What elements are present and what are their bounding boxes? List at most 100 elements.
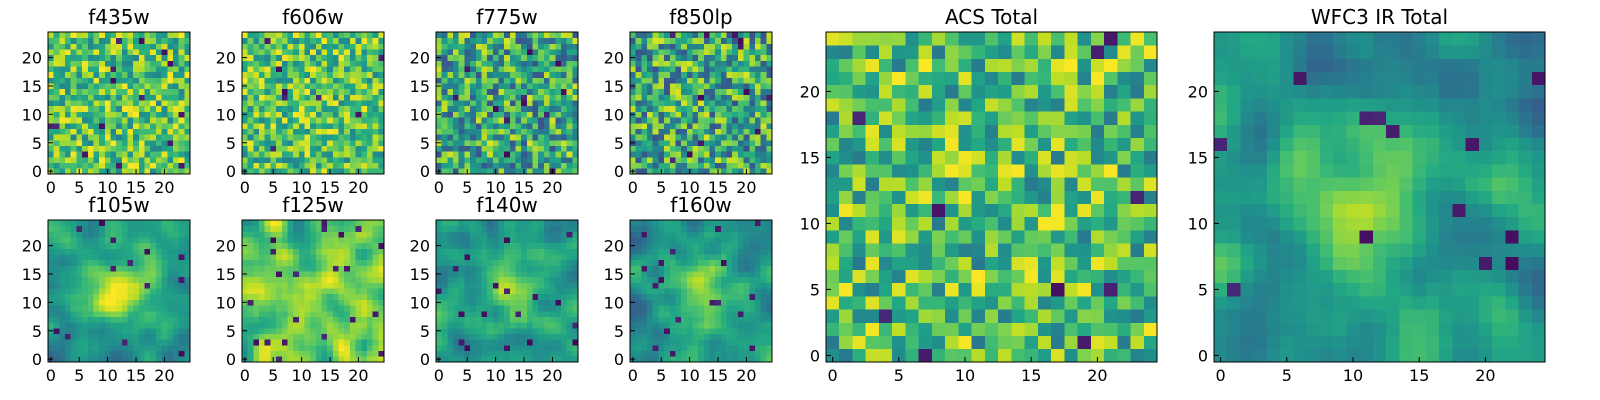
heatmap-cells xyxy=(436,32,579,175)
heatmap-cell xyxy=(150,139,157,146)
heatmap-cell xyxy=(538,128,545,135)
heatmap-cell xyxy=(178,94,185,101)
heatmap-cell xyxy=(470,265,477,272)
heatmap-cell xyxy=(281,168,288,175)
heatmap-cell xyxy=(93,344,100,352)
heatmap-cell xyxy=(338,111,345,118)
heatmap-cell xyxy=(681,356,688,363)
heatmap-cell xyxy=(287,282,294,289)
heatmap-cell xyxy=(566,77,573,84)
heatmap-cell xyxy=(572,37,579,44)
heatmap-cell xyxy=(669,66,676,73)
heatmap-cell xyxy=(344,282,351,289)
heatmap-cell xyxy=(70,60,77,67)
heatmap-cell xyxy=(526,231,533,238)
heatmap-cell xyxy=(464,83,471,90)
heatmap-cell xyxy=(48,310,55,317)
heatmap-cell xyxy=(167,316,174,323)
heatmap-cell xyxy=(737,83,744,90)
heatmap-cell xyxy=(48,305,55,312)
heatmap-cell xyxy=(253,288,260,295)
heatmap-cell xyxy=(155,162,162,169)
heatmap-cell xyxy=(549,271,556,278)
heatmap-cell xyxy=(87,310,94,317)
heatmap-cell xyxy=(760,139,767,146)
heatmap-cell xyxy=(521,305,528,312)
heatmap-cell xyxy=(572,145,579,152)
heatmap-cell xyxy=(647,49,654,56)
heatmap-cell xyxy=(754,151,762,158)
heatmap-cell xyxy=(321,49,328,56)
heatmap-cell xyxy=(686,310,693,317)
heatmap-cell xyxy=(110,151,117,158)
heatmap-cell xyxy=(127,288,134,295)
heatmap-cell xyxy=(658,145,665,152)
x-tick-label: 10 xyxy=(291,366,311,385)
heatmap-cell xyxy=(458,71,465,78)
heatmap-cell xyxy=(310,105,317,112)
heatmap-cell xyxy=(475,139,482,146)
heatmap-cell xyxy=(270,259,277,266)
heatmap-cell xyxy=(144,299,151,306)
heatmap-cell xyxy=(321,111,328,118)
heatmap-cell xyxy=(59,242,66,249)
heatmap-cell xyxy=(464,299,471,306)
heatmap-cell xyxy=(475,37,482,44)
heatmap-cell xyxy=(82,162,89,169)
heatmap-cell xyxy=(732,151,739,158)
heatmap-cell xyxy=(555,139,562,146)
heatmap-cell xyxy=(681,71,688,78)
heatmap-cell xyxy=(99,162,106,169)
heatmap-cell xyxy=(70,94,77,101)
heatmap-cell xyxy=(253,60,260,67)
heatmap-cell xyxy=(87,54,94,61)
heatmap-cell xyxy=(167,271,174,278)
heatmap-cell xyxy=(470,327,477,334)
heatmap-cell xyxy=(315,282,322,289)
heatmap-cell xyxy=(138,71,145,78)
heatmap-cell xyxy=(253,37,260,44)
heatmap-cell xyxy=(76,265,83,272)
heatmap-cell xyxy=(658,60,665,67)
heatmap-cell xyxy=(310,305,317,312)
heatmap-cell xyxy=(487,344,494,352)
heatmap-cell xyxy=(315,145,322,152)
heatmap-cell xyxy=(487,43,494,50)
heatmap-cell xyxy=(133,225,140,232)
heatmap-cell xyxy=(184,271,191,278)
heatmap-cell xyxy=(641,111,648,118)
heatmap-cell xyxy=(436,66,443,73)
heatmap-cell xyxy=(259,88,266,95)
heatmap-cell xyxy=(481,111,488,118)
heatmap-cell xyxy=(172,168,180,175)
heatmap-cell xyxy=(304,288,311,295)
heatmap-cell xyxy=(709,271,716,278)
heatmap-cell xyxy=(99,248,106,255)
heatmap-cell xyxy=(515,66,522,73)
heatmap-cell xyxy=(726,37,733,44)
heatmap-cell xyxy=(492,77,499,84)
heatmap-cell xyxy=(327,327,334,334)
heatmap-cell xyxy=(538,139,545,146)
heatmap-cell xyxy=(647,276,654,283)
heatmap-cell xyxy=(127,122,134,129)
heatmap-cell xyxy=(560,259,568,266)
heatmap-cell xyxy=(470,49,477,56)
heatmap-cell xyxy=(264,310,271,317)
heatmap-cell xyxy=(726,128,733,135)
heatmap-cell xyxy=(242,105,249,112)
heatmap-cell xyxy=(630,265,637,272)
heatmap-cell xyxy=(116,54,123,61)
heatmap-cell xyxy=(93,54,100,61)
heatmap-cell xyxy=(453,276,460,283)
heatmap-cell xyxy=(361,156,368,164)
heatmap-cell xyxy=(253,242,260,249)
x-tick-label: 10 xyxy=(485,178,505,197)
heatmap-cell xyxy=(647,265,654,272)
heatmap-cell xyxy=(116,356,123,363)
heatmap-cell xyxy=(138,117,145,124)
heatmap-cell xyxy=(647,282,654,289)
heatmap-cell xyxy=(703,339,710,346)
heatmap-cell xyxy=(178,32,185,39)
heatmap-cell xyxy=(298,339,305,346)
